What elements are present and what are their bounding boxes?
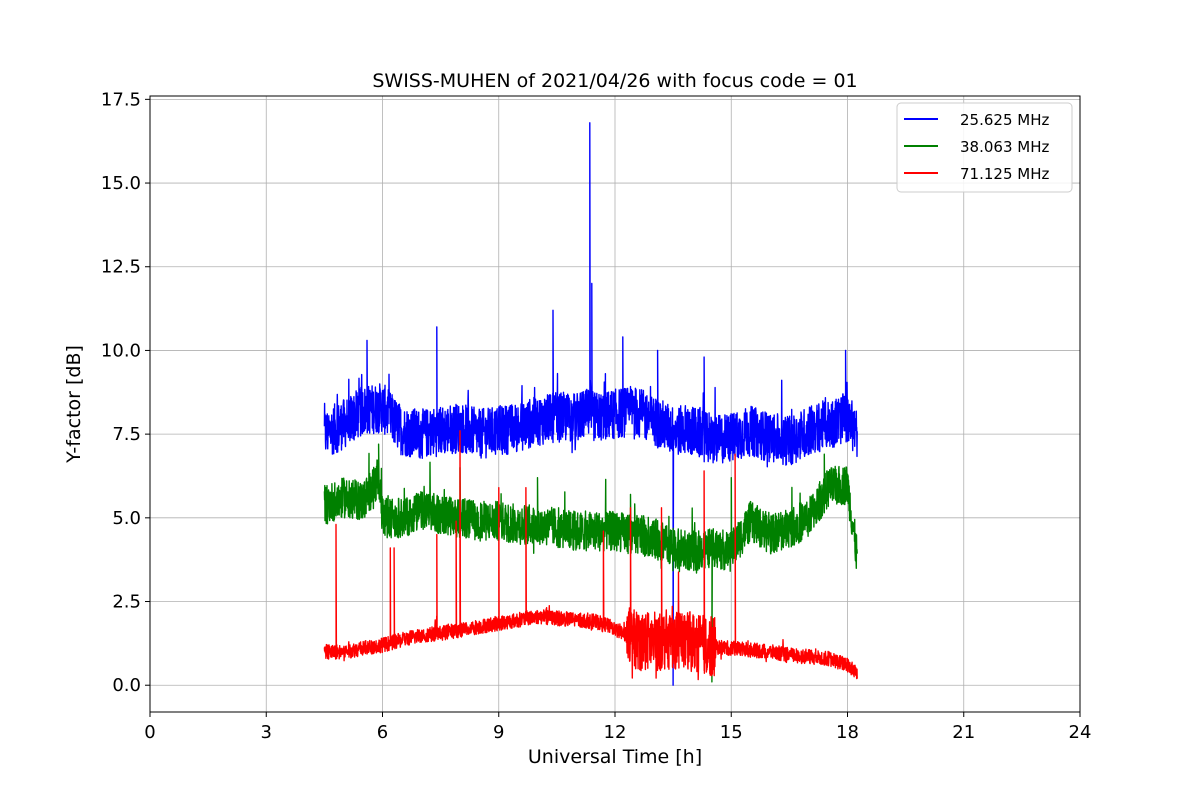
x-tick-label: 9: [493, 722, 504, 743]
x-tick-label: 21: [952, 722, 975, 743]
x-tick-label: 12: [604, 722, 627, 743]
y-tick-label: 7.5: [112, 424, 141, 445]
x-tick-label: 6: [377, 722, 388, 743]
axis-ticks: 0 3 6 9 12 15 18 21 24 0.0 2.5 5.0 7.5 10.0 12.5 15.0 17…: [101, 89, 1092, 743]
x-tick-label: 15: [720, 722, 743, 743]
y-tick-label: 10.0: [101, 340, 141, 361]
series-line-3: [323, 430, 858, 681]
y-tick-label: 12.5: [101, 257, 141, 278]
series-line-1: [323, 122, 858, 686]
grid: [149, 96, 1081, 712]
y-tick-label: 0.0: [112, 675, 141, 696]
x-tick-label: 0: [144, 722, 155, 743]
legend-label: 71.125 MHz: [960, 165, 1049, 183]
legend: 25.625 MHz 38.063 MHz 71.125 MHz: [896, 102, 1073, 193]
series-line-2: [323, 443, 858, 683]
x-axis-label: Universal Time [h]: [528, 746, 702, 768]
legend-box: [896, 102, 1073, 193]
y-tick-label: 15.0: [101, 173, 141, 194]
x-tick-label: 18: [836, 722, 859, 743]
chart-title: SWISS-MUHEN of 2021/04/26 with focus cod…: [372, 70, 857, 92]
y-axis-label: Y-factor [dB]: [63, 345, 85, 464]
legend-label: 38.063 MHz: [960, 138, 1049, 156]
y-tick-label: 2.5: [112, 592, 141, 613]
legend-label: 25.625 MHz: [960, 111, 1049, 129]
y-tick-label: 17.5: [101, 89, 141, 110]
x-tick-label: 3: [261, 722, 272, 743]
y-tick-label: 5.0: [112, 508, 141, 529]
x-tick-label: 24: [1069, 722, 1092, 743]
plot-series: [323, 122, 858, 686]
